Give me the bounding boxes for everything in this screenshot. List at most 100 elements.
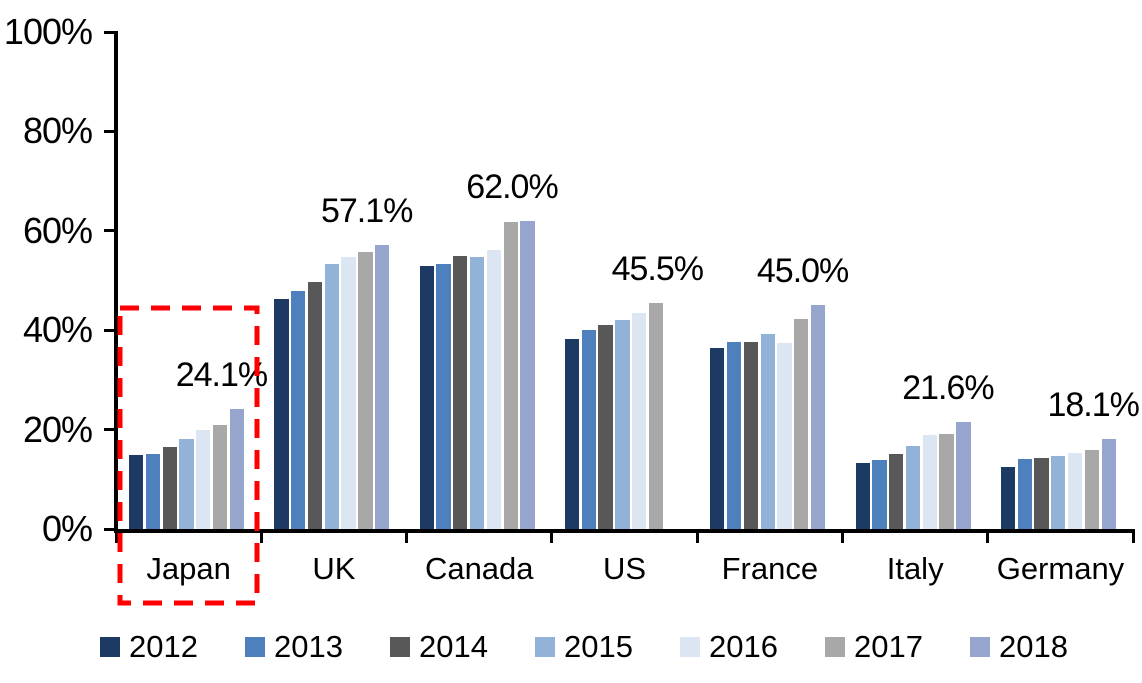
bar-japan-2012 <box>129 455 144 529</box>
bar-uk-2017 <box>358 251 373 529</box>
bar-france-2013 <box>726 341 742 529</box>
x-axis-tick <box>114 529 118 543</box>
category-label-japan: Japan <box>146 551 231 586</box>
legend-swatch-2017 <box>825 637 845 657</box>
category-group-canada: 62.0% Canada <box>407 0 559 586</box>
data-label-france: 45.0% <box>756 252 849 291</box>
data-label-canada: 62.0% <box>466 167 558 206</box>
bar-germany-2012 <box>1000 466 1016 529</box>
legend-label-2013: 2013 <box>274 629 343 664</box>
bar-france-2017 <box>794 318 809 529</box>
bar-cluster <box>419 220 535 529</box>
bar-uk-2016 <box>341 256 356 529</box>
legend-item-2014: 2014 <box>390 629 535 665</box>
bar-france-2016 <box>777 343 792 529</box>
bar-us-2016 <box>632 312 647 529</box>
y-axis-tick <box>104 30 117 34</box>
data-label-uk: 57.1% <box>320 192 413 231</box>
y-axis-tick <box>104 229 117 233</box>
x-axis-line <box>114 529 1133 533</box>
y-axis-tick <box>104 328 117 332</box>
bar-uk-2018 <box>375 245 390 529</box>
bar-germany-2018 <box>1101 439 1116 529</box>
bar-france-2014 <box>743 341 759 529</box>
bar-italy-2016 <box>922 435 937 529</box>
bar-us-2013 <box>581 330 596 529</box>
bar-germany-2013 <box>1017 459 1032 529</box>
bar-uk-2014 <box>307 281 323 529</box>
bar-canada-2013 <box>436 263 451 529</box>
bar-italy-2017 <box>939 434 954 529</box>
y-axis-tick-label: 80% <box>22 110 93 152</box>
y-axis-tick-label: 40% <box>22 309 93 351</box>
bar-italy-2018 <box>956 421 971 529</box>
bar-cluster <box>855 421 971 529</box>
legend-item-2015: 2015 <box>535 629 680 665</box>
x-axis-tick <box>986 529 990 543</box>
bar-us-2018 <box>666 528 680 529</box>
bar-us-2017 <box>648 302 664 529</box>
legend-label-2017: 2017 <box>854 629 923 664</box>
bar-cluster <box>1000 439 1116 529</box>
y-axis-tick-label: 60% <box>22 209 93 251</box>
bar-cluster <box>129 409 245 529</box>
bar-japan-2016 <box>196 430 211 529</box>
category-group-italy: 21.6% Italy <box>843 0 995 586</box>
bar-canada-2016 <box>486 249 502 529</box>
bar-france-2015 <box>760 333 775 529</box>
bar-germany-2017 <box>1084 449 1100 529</box>
bar-us-2012 <box>564 339 580 529</box>
bar-canada-2018 <box>520 220 535 529</box>
bar-cluster <box>564 302 680 529</box>
legend-item-2018: 2018 <box>970 629 1115 665</box>
bar-italy-2014 <box>889 453 904 529</box>
y-axis-tick-label: 0% <box>41 508 93 549</box>
x-axis-tick <box>695 529 699 543</box>
y-axis-tick-label: 20% <box>22 408 93 450</box>
legend: 2012 2013 2014 2015 2016 2017 2018 <box>100 629 1142 665</box>
bar-italy-2013 <box>872 460 887 529</box>
bar-canada-2015 <box>469 257 485 529</box>
bar-canada-2014 <box>453 256 468 529</box>
legend-label-2012: 2012 <box>129 629 198 664</box>
bar-japan-2013 <box>145 454 161 529</box>
bar-germany-2014 <box>1034 457 1049 529</box>
y-axis-tick <box>104 527 117 531</box>
bar-uk-2015 <box>324 264 339 529</box>
bar-germany-2015 <box>1051 456 1066 529</box>
category-group-germany: 18.1% Germany <box>988 0 1140 586</box>
legend-label-2016: 2016 <box>709 629 778 664</box>
category-label-us: US <box>603 551 647 586</box>
category-group-japan: 24.1% Japan <box>116 0 268 586</box>
category-label-germany: Germany <box>996 551 1125 586</box>
bar-japan-2014 <box>162 446 177 529</box>
bar-cluster <box>274 245 390 529</box>
data-label-japan: 24.1% <box>175 356 268 395</box>
legend-item-2013: 2013 <box>245 629 390 665</box>
legend-item-2016: 2016 <box>680 629 825 665</box>
category-label-canada: Canada <box>424 551 534 586</box>
bar-france-2018 <box>810 305 826 529</box>
bar-japan-2018 <box>229 409 245 529</box>
legend-swatch-2013 <box>245 637 265 657</box>
legend-swatch-2015 <box>535 637 555 657</box>
bar-italy-2012 <box>855 463 870 529</box>
legend-swatch-2018 <box>970 637 990 657</box>
data-label-italy: 21.6% <box>902 368 994 407</box>
bar-canada-2017 <box>503 222 518 529</box>
bar-us-2014 <box>598 324 613 529</box>
category-group-us: 45.5% US <box>552 0 704 586</box>
y-axis-tick <box>104 428 117 432</box>
bar-cluster <box>710 305 826 529</box>
category-label-france: France <box>721 551 819 586</box>
bar-us-2015 <box>615 319 630 529</box>
x-axis-tick <box>405 529 409 543</box>
legend-label-2014: 2014 <box>419 629 488 664</box>
y-axis-tick <box>104 129 117 133</box>
bar-japan-2015 <box>179 439 194 529</box>
bar-canada-2012 <box>419 265 434 529</box>
category-label-uk: UK <box>312 551 356 586</box>
data-label-us: 45.5% <box>611 249 704 288</box>
category-group-uk: 57.1% UK <box>261 0 413 586</box>
